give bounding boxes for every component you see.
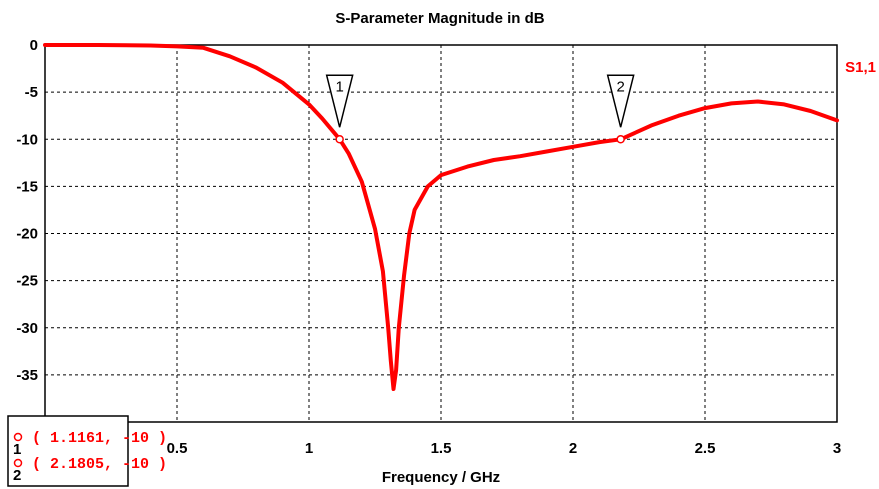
readout-marker-index: 2 — [13, 467, 21, 484]
marker-point-1 — [335, 135, 344, 144]
readout-value-2: ( 2.1805, -10 ) — [32, 456, 167, 473]
x-tick-label: 1.5 — [431, 440, 452, 457]
x-tick-label: 0.5 — [167, 440, 188, 457]
y-tick-label: -10 — [16, 131, 38, 148]
x-tick-label: 1 — [305, 440, 313, 457]
marker-flag-1 — [325, 74, 354, 128]
y-tick-label: -15 — [16, 178, 38, 195]
x-tick-label: 2.5 — [695, 440, 716, 457]
readout-marker-index: 1 — [13, 441, 21, 458]
y-tick-label: -25 — [16, 273, 38, 290]
readout-marker-icon — [13, 432, 23, 442]
marker-point-2 — [616, 135, 625, 144]
y-tick-label: -35 — [16, 367, 38, 384]
chart-title: S-Parameter Magnitude in dB — [335, 10, 544, 27]
marker-flag-number: 2 — [616, 78, 624, 95]
series-layer — [43, 43, 839, 391]
y-tick-labels: 0-5-10-15-20-25-30-35-40 — [16, 37, 38, 431]
legend-entry: S1,1 — [845, 59, 876, 76]
plot-area — [44, 44, 838, 423]
readout-box-frame — [7, 415, 129, 487]
y-tick-label: -30 — [16, 320, 38, 337]
y-tick-label: -20 — [16, 226, 38, 243]
x-tick-label: 3 — [833, 440, 841, 457]
marker-readout-box: 1 ( 1.1161, -10 ) 2 ( 2.1805, -10 ) — [7, 415, 167, 487]
marker-flag-2 — [606, 74, 635, 128]
x-tick-labels: 0.5 1 1.5 2 2.5 3 — [167, 440, 842, 457]
readout-value-1: ( 1.1161, -10 ) — [32, 430, 167, 447]
legend: S1,1 — [845, 59, 876, 76]
readout-marker-icon — [13, 458, 23, 468]
x-tick-label: 2 — [569, 440, 577, 457]
series-line-s11 — [43, 43, 839, 391]
marker-flag-number: 1 — [335, 78, 343, 95]
y-tick-label: -5 — [25, 84, 38, 101]
y-tick-label: 0 — [30, 37, 38, 54]
x-axis-label: Frequency / GHz — [382, 469, 500, 486]
grid-lines — [45, 45, 837, 422]
